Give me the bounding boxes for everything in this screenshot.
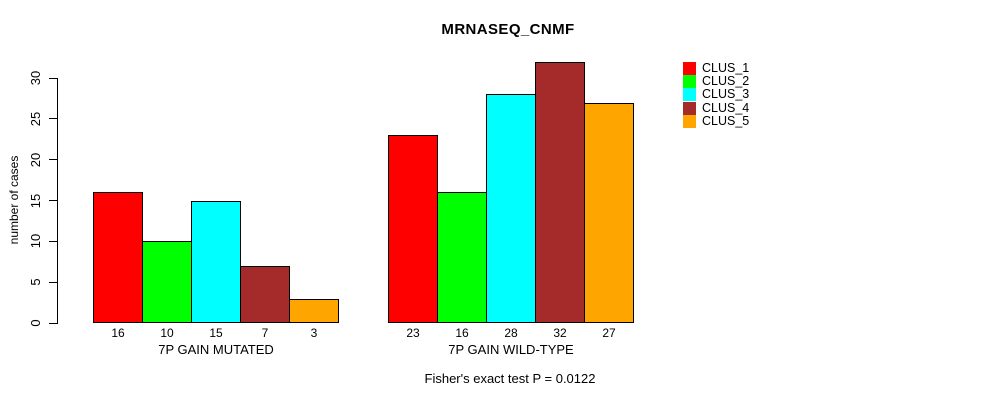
y-tick-mark (49, 322, 58, 324)
y-tick-mark (49, 240, 58, 242)
legend-item: CLUS_2 (683, 74, 750, 89)
legend-item-label: CLUS_1 (702, 61, 750, 76)
legend-item: CLUS_5 (683, 113, 750, 128)
y-tick-label: 15 (28, 193, 43, 208)
legend-item: CLUS_1 (683, 61, 750, 76)
group-axis-label: 7P GAIN MUTATED (158, 342, 274, 357)
legend-item-label: CLUS_4 (702, 100, 750, 115)
y-axis-label: number of cases (7, 155, 21, 245)
y-tick-mark (49, 281, 58, 283)
y-tick-label: 20 (28, 152, 43, 167)
y-tick-label: 0 (28, 319, 43, 327)
bar-clus_5-group2 (584, 102, 634, 323)
y-tick-label: 5 (28, 278, 43, 286)
bar-clus_5-group1 (289, 298, 339, 323)
bar-value-label: 10 (160, 326, 174, 340)
y-axis-line (57, 78, 58, 324)
bar-clus_1-group1 (93, 192, 143, 323)
y-tick-label: 10 (28, 234, 43, 249)
legend-item: CLUS_3 (683, 87, 750, 102)
y-tick-mark (49, 118, 58, 120)
bar-value-label: 7 (261, 326, 269, 340)
legend-item-label: CLUS_3 (702, 87, 750, 102)
bar-clus_4-group1 (240, 265, 290, 323)
bar-clus_3-group2 (486, 94, 536, 323)
legend-swatch-clus_3 (683, 88, 696, 102)
bar-value-label: 27 (602, 326, 616, 340)
bar-clus_3-group1 (191, 200, 241, 323)
chart-title: MRNASEQ_CNMF (441, 21, 575, 38)
bar-value-label: 3 (310, 326, 318, 340)
bar-value-label: 16 (111, 326, 125, 340)
y-tick-mark (49, 200, 58, 201)
bar-value-label: 28 (504, 326, 518, 340)
bar-value-label: 32 (553, 326, 567, 340)
bar-value-label: 23 (406, 326, 420, 340)
group-axis-label: 7P GAIN WILD-TYPE (448, 342, 574, 357)
legend-swatch-clus_2 (683, 75, 696, 89)
bar-value-label: 16 (455, 326, 469, 340)
y-tick-label: 25 (28, 111, 43, 127)
y-tick-mark (49, 159, 58, 161)
legend-item: CLUS_4 (683, 100, 750, 115)
bar-clus_2-group2 (437, 192, 487, 323)
bar-clus_4-group2 (535, 61, 585, 323)
y-tick-label: 30 (28, 70, 43, 86)
legend: CLUS_1 CLUS_2 CLUS_3 CLUS_4 CLUS_5 (683, 62, 749, 128)
fisher-test-annotation: Fisher's exact test P = 0.0122 (424, 371, 596, 386)
y-tick-mark (49, 77, 58, 79)
legend-swatch-clus_4 (683, 101, 696, 115)
bar-clus_2-group1 (142, 241, 192, 323)
legend-item-label: CLUS_5 (702, 113, 750, 128)
bar-value-label: 15 (209, 326, 223, 340)
legend-swatch-clus_1 (683, 62, 696, 76)
legend-item-label: CLUS_2 (702, 74, 750, 89)
bar-clus_1-group2 (388, 135, 438, 323)
legend-swatch-clus_5 (683, 114, 696, 128)
